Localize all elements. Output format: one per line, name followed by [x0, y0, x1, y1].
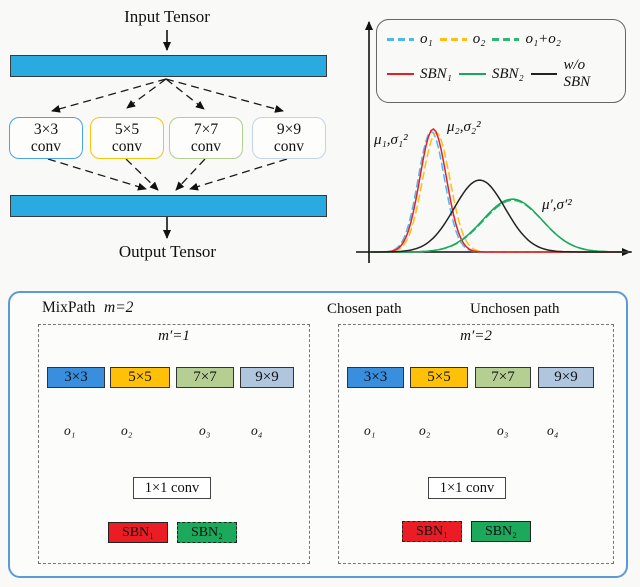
feature-bar-top: [10, 55, 327, 77]
left-box-5x5: 5×5: [110, 367, 170, 388]
right-box-3x3: 3×3: [347, 367, 404, 388]
legend-item-o1-plus-o2: o₁+o₂: [492, 31, 561, 48]
o1-line-swatch: [387, 38, 414, 41]
legend-item-o1: o₁: [387, 31, 433, 48]
legend-label: o₂: [472, 31, 486, 47]
sbn2-line-swatch: [458, 72, 486, 76]
left-sbn1-box: SBN₁: [108, 522, 168, 543]
fanin-dashed-arrows: [47, 158, 288, 191]
legend-label: w/o SBN: [563, 57, 591, 90]
conv-size: 3×3: [33, 120, 59, 138]
conv-box-3x3: 3×3 conv: [9, 117, 83, 159]
distribution-curves: [370, 128, 632, 253]
curve-o₁+o₂: [370, 199, 632, 253]
left-o3-label: o₃: [199, 423, 211, 438]
left-box-9x9: 9×9: [240, 367, 294, 388]
left-sbn2-box: SBN₂: [177, 522, 237, 543]
plot-legend: o₁ o₂ o₁+o₂ SBN₁ SBN₂ w/o SBN: [376, 19, 626, 103]
wo-sbn-line-swatch: [530, 72, 558, 76]
right-box-5x5: 5×5: [410, 367, 468, 388]
legend-label: SBN₁: [420, 65, 452, 82]
legend-label: SBN₂: [491, 65, 524, 82]
annotation-mu1-sigma1: μ₁,σ₁²: [374, 132, 408, 148]
legend-label: o₁: [420, 31, 433, 47]
left-o2-label: o₂: [121, 423, 133, 438]
output-tensor-label: Output Tensor: [118, 242, 217, 261]
input-tensor-label: Input Tensor: [124, 7, 210, 26]
conv-box-9x9: 9×9 conv: [252, 117, 326, 159]
annotation-mu2-sigma2: μ₂,σ₂²: [447, 119, 481, 135]
right-sbn2-box: SBN₂: [471, 521, 531, 542]
conv-size: 5×5: [114, 120, 140, 138]
left-o1-label: o₁: [64, 423, 76, 438]
legend-item-o2: o₂: [439, 31, 486, 48]
o2-line-swatch: [439, 38, 467, 41]
mixpath-m-label: m=2: [104, 299, 134, 316]
right-box-7x7: 7×7: [475, 367, 531, 388]
subpanel-m1: [38, 324, 310, 564]
o1o2-line-swatch: [492, 38, 520, 41]
right-o2-label: o₂: [419, 423, 431, 438]
conv-size: 9×9: [276, 120, 302, 138]
conv-type: conv: [190, 138, 222, 155]
legend-item-sbn1: SBN₁: [387, 66, 452, 83]
feature-bar-bottom: [10, 195, 327, 217]
curve-SBN₂: [370, 198, 632, 253]
left-box-3x3: 3×3: [47, 367, 105, 388]
conv-type: conv: [111, 138, 143, 155]
unchosen-path-label: Unchosen path: [470, 301, 560, 317]
m-prime-2-label: m′=2: [460, 328, 492, 344]
right-o1-label: o₁: [364, 423, 376, 438]
conv-box-7x7: 7×7 conv: [169, 117, 243, 159]
legend-row-2: SBN₁ SBN₂ w/o SBN: [387, 57, 615, 91]
curve-o₂: [370, 131, 632, 253]
right-o3-label: o₃: [497, 423, 509, 438]
right-sbn1-box: SBN₁: [402, 521, 462, 542]
legend-label: o₁+o₂: [525, 31, 561, 47]
legend-item-sbn2: SBN₂: [458, 65, 524, 83]
right-box-9x9: 9×9: [538, 367, 594, 388]
conv-type: conv: [273, 138, 305, 155]
left-1x1-conv-box: 1×1 conv: [133, 477, 211, 499]
conv-box-5x5: 5×5 conv: [90, 117, 164, 159]
sbn1-line-swatch: [387, 72, 414, 76]
subpanel-m2: [338, 324, 614, 564]
conv-size: 7×7: [193, 120, 219, 138]
legend-item-wo-sbn: w/o SBN: [530, 57, 615, 91]
right-1x1-conv-box: 1×1 conv: [428, 477, 506, 499]
conv-type: conv: [30, 138, 62, 155]
curve-w/o SBN: [370, 179, 632, 253]
annotation-mu-prime-sigma-prime: μ′,σ′²: [542, 197, 572, 213]
mixpath-title: MixPath: [42, 299, 96, 316]
m-prime-1-label: m′=1: [158, 328, 190, 344]
legend-row-1: o₁ o₂ o₁+o₂: [387, 31, 615, 48]
curve-SBN₁: [370, 128, 632, 253]
curve-o₁: [370, 130, 632, 253]
chosen-path-label: Chosen path: [327, 301, 402, 317]
left-box-7x7: 7×7: [176, 367, 234, 388]
fanout-dashed-arrows: [51, 78, 284, 113]
left-o4-label: o₄: [251, 423, 263, 438]
right-o4-label: o₄: [547, 423, 559, 438]
